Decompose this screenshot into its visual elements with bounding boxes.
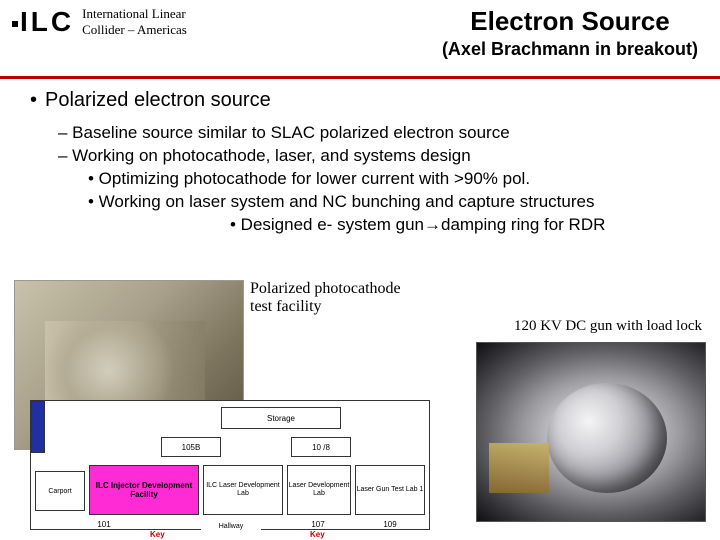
- logo-subtitle: International Linear Collider – Americas: [82, 6, 187, 37]
- bullet-level1: • Polarized electron source: [30, 89, 700, 112]
- subtitle-line1: International Linear: [82, 6, 187, 22]
- bullet-dot-icon: •: [30, 89, 37, 111]
- floorplan-injector: ILC Injector Development Facility: [89, 465, 199, 515]
- subtitle-line2: Collider – Americas: [82, 22, 187, 38]
- slide-subtitle: (Axel Brachmann in breakout): [442, 39, 698, 60]
- bullet-level4: • Designed e- system gun→damping ring fo…: [230, 214, 700, 237]
- bullet-level3: • Optimizing photocathode for lower curr…: [88, 168, 700, 191]
- floorplan-room: Laser Development Lab: [287, 465, 351, 515]
- floorplan-stripe: [31, 401, 45, 453]
- floorplan-label: Hallway: [201, 521, 261, 531]
- photo-dc-gun: [476, 342, 706, 522]
- floorplan-diagram: Storage 105B 10 /8 Carport ILC Injector …: [30, 400, 430, 530]
- logo-block: ILC International Linear Collider – Amer…: [12, 6, 187, 38]
- slide-title: Electron Source: [442, 6, 698, 37]
- bullet-level2: – Baseline source similar to SLAC polari…: [58, 122, 700, 145]
- bullet-level3: • Working on laser system and NC bunchin…: [88, 191, 700, 214]
- floorplan-label: 107: [303, 519, 333, 529]
- floorplan-room: 10 /8: [291, 437, 351, 457]
- content-area: • Polarized electron source – Baseline so…: [0, 79, 720, 237]
- floorplan-label: 109: [375, 519, 405, 529]
- floorplan-room: Storage: [221, 407, 341, 429]
- facility-line2: test facility: [250, 298, 401, 316]
- floorplan-room: Laser Gun Test Lab 1: [355, 465, 425, 515]
- floorplan-room: 105B: [161, 437, 221, 457]
- floorplan-room: ILC Laser Development Lab: [203, 465, 283, 515]
- bullet-text-1: Polarized electron source: [45, 89, 271, 111]
- facility-caption: Polarized photocathode test facility: [250, 280, 401, 317]
- floorplan-key: Key: [310, 530, 325, 539]
- floorplan-room: Carport: [35, 471, 85, 511]
- title-block: Electron Source (Axel Brachmann in break…: [442, 6, 708, 60]
- slide-header: ILC International Linear Collider – Amer…: [0, 0, 720, 72]
- ilc-logo: ILC: [12, 6, 72, 38]
- floorplan-label: 101: [89, 519, 119, 529]
- floorplan-key: Key: [150, 530, 165, 539]
- bullet-level2: – Working on photocathode, laser, and sy…: [58, 145, 700, 168]
- gun-caption: 120 KV DC gun with load lock: [514, 318, 702, 335]
- facility-line1: Polarized photocathode: [250, 280, 401, 298]
- image-area: Polarized photocathode test facility 120…: [0, 280, 720, 540]
